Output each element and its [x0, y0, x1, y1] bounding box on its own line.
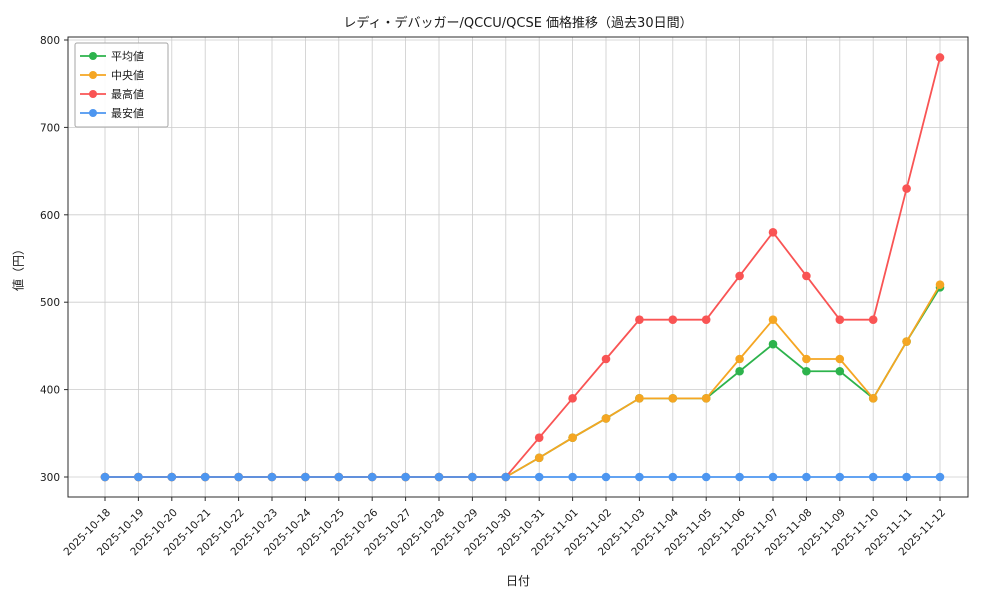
- data-point: [668, 472, 678, 482]
- y-tick-label: 800: [40, 35, 60, 47]
- data-point: [401, 472, 410, 482]
- data-point: [434, 472, 444, 482]
- data-point: [902, 184, 911, 193]
- data-point: [835, 366, 845, 376]
- data-point: [267, 472, 277, 482]
- data-point: [768, 339, 778, 349]
- data-point: [768, 227, 778, 237]
- data-point: [334, 472, 344, 482]
- data-point: [501, 472, 511, 482]
- data-point: [601, 414, 611, 423]
- data-point: [301, 472, 310, 482]
- data-point: [868, 472, 878, 482]
- data-point: [868, 315, 878, 324]
- data-point: [701, 315, 711, 324]
- data-point: [100, 472, 110, 482]
- y-tick-label: 600: [40, 210, 60, 222]
- legend-label: 最安値: [111, 106, 144, 120]
- x-axis-label: 日付: [505, 574, 530, 588]
- data-point: [735, 366, 744, 376]
- data-point: [601, 472, 611, 482]
- y-axis: 300 400 500 600 700 800: [40, 35, 68, 484]
- series-line: [105, 57, 941, 478]
- y-axis-label: 値（円）: [11, 242, 26, 292]
- data-point: [534, 453, 544, 463]
- data-point: [835, 315, 845, 324]
- data-point: [735, 354, 744, 364]
- data-point: [802, 354, 811, 364]
- series-3: [100, 53, 945, 482]
- data-point: [568, 394, 577, 403]
- data-point: [935, 280, 945, 290]
- legend-label: 平均値: [111, 50, 144, 63]
- data-point: [935, 472, 945, 482]
- legend-marker: [89, 90, 97, 98]
- data-point: [701, 394, 711, 403]
- data-point: [200, 472, 210, 482]
- data-point: [735, 472, 744, 482]
- y-tick-label: 500: [40, 297, 60, 309]
- data-point: [768, 315, 778, 324]
- series-2: [100, 280, 945, 482]
- legend-marker: [89, 52, 97, 60]
- legend-label: 中央値: [111, 69, 144, 82]
- data-point: [367, 472, 377, 482]
- data-point: [534, 472, 544, 482]
- data-point: [835, 472, 845, 482]
- legend-marker: [89, 109, 97, 117]
- data-point: [902, 472, 911, 482]
- data-point: [701, 472, 711, 482]
- data-point: [802, 271, 811, 281]
- series-line: [105, 284, 941, 478]
- data-point: [835, 354, 845, 364]
- data-point: [234, 472, 243, 482]
- data-point: [167, 472, 177, 482]
- data-point: [768, 472, 778, 482]
- series-1: [100, 283, 945, 482]
- legend-marker: [89, 71, 97, 79]
- legend-box: [74, 42, 169, 128]
- data-point: [668, 315, 678, 324]
- data-point: [568, 433, 577, 442]
- data-point: [802, 472, 811, 482]
- data-point: [935, 53, 945, 62]
- data-point: [134, 472, 143, 482]
- data-point: [802, 366, 811, 376]
- x-axis: 2025-10-182025-10-192025-10-202025-10-21…: [61, 497, 948, 558]
- data-point: [635, 315, 644, 324]
- data-point: [601, 354, 611, 364]
- data-point: [668, 394, 678, 403]
- y-tick-label: 700: [40, 122, 60, 134]
- data-point: [568, 472, 577, 482]
- chart-title: レディ・デバッガー/QCCU/QCSE 価格推移（過去30日間）: [343, 16, 693, 31]
- data-point: [635, 394, 644, 403]
- data-point: [468, 472, 477, 482]
- data-point: [868, 394, 878, 403]
- data-point: [735, 271, 744, 281]
- plot-border: [67, 36, 969, 498]
- grid: [68, 37, 968, 497]
- series-4: [100, 472, 945, 482]
- legend-label: 最高値: [111, 87, 144, 101]
- data-point: [534, 433, 544, 442]
- data-point: [635, 472, 644, 482]
- y-tick-label: 300: [40, 472, 60, 484]
- y-tick-label: 400: [40, 385, 60, 397]
- data-point: [902, 337, 911, 346]
- series-line: [105, 286, 941, 478]
